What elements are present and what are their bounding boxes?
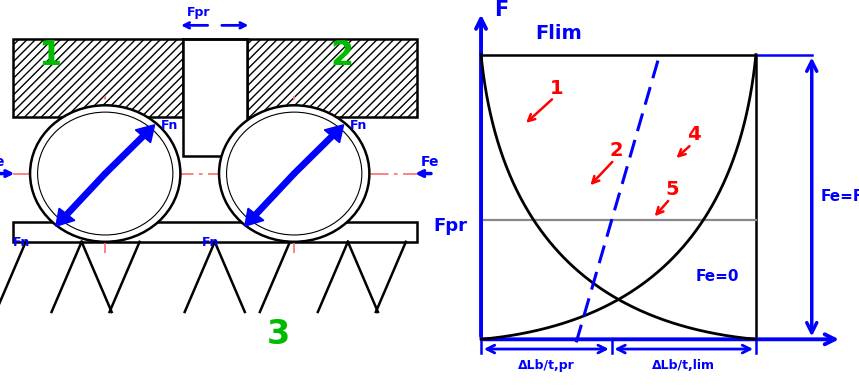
Bar bbox=[182, 39, 247, 156]
Text: Fn: Fn bbox=[161, 119, 179, 132]
Text: 5: 5 bbox=[666, 180, 679, 199]
Text: Fn: Fn bbox=[350, 119, 368, 132]
Circle shape bbox=[30, 105, 180, 242]
Text: Fe=Flim: Fe=Flim bbox=[820, 190, 859, 204]
Text: 4: 4 bbox=[687, 126, 701, 144]
Text: Fe: Fe bbox=[421, 155, 440, 169]
FancyArrow shape bbox=[103, 125, 155, 175]
Bar bbox=[13, 222, 417, 242]
Text: ΔLb/t,lim: ΔLb/t,lim bbox=[652, 358, 716, 372]
Text: Fe=0: Fe=0 bbox=[696, 269, 740, 284]
Bar bbox=[13, 39, 182, 117]
Text: Flim: Flim bbox=[535, 24, 582, 43]
Text: Fn: Fn bbox=[202, 236, 219, 249]
Text: Fe: Fe bbox=[0, 155, 6, 169]
Text: 3: 3 bbox=[266, 318, 289, 351]
Text: 1: 1 bbox=[550, 79, 564, 98]
Text: Fpr: Fpr bbox=[434, 217, 468, 235]
Text: Fn: Fn bbox=[13, 236, 30, 249]
Text: ΔLb/t,pr: ΔLb/t,pr bbox=[518, 358, 575, 372]
Text: 1: 1 bbox=[39, 39, 62, 72]
Circle shape bbox=[219, 105, 369, 242]
Text: F: F bbox=[494, 0, 509, 20]
Text: 2: 2 bbox=[610, 141, 624, 160]
Text: 2: 2 bbox=[331, 39, 354, 72]
Text: Fpr: Fpr bbox=[187, 5, 210, 19]
Bar bbox=[247, 39, 417, 117]
FancyArrow shape bbox=[292, 125, 344, 175]
FancyArrow shape bbox=[245, 172, 296, 226]
FancyArrow shape bbox=[56, 172, 107, 226]
